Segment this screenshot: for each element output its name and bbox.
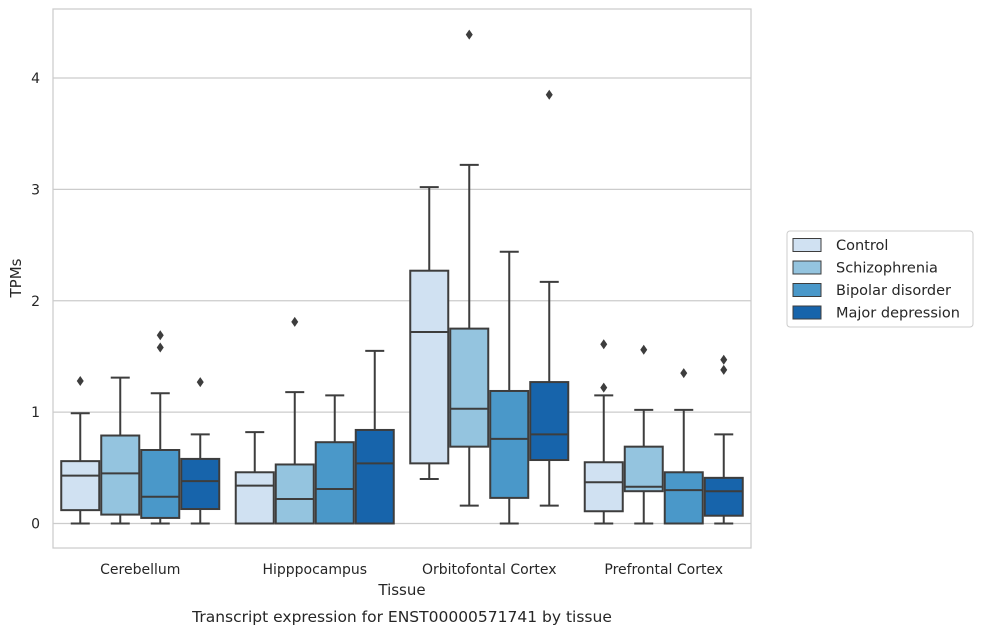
- outlier-point: [680, 368, 688, 379]
- legend-swatch: [792, 283, 822, 297]
- outlier-point: [720, 354, 728, 365]
- box-iqr: [100, 434, 141, 516]
- box-1-0: [234, 431, 275, 525]
- box-0-3: [180, 377, 221, 525]
- box-2-2: [489, 250, 530, 525]
- outlier-point: [291, 316, 299, 327]
- outlier-point: [545, 89, 553, 100]
- legend-frame: [786, 230, 974, 328]
- plot-frame: [52, 8, 752, 549]
- box-3-1: [623, 344, 664, 525]
- legend-label: Control: [836, 238, 888, 254]
- outlier-point: [156, 342, 164, 353]
- legend-swatch: [792, 260, 822, 275]
- legend-swatch: [792, 305, 822, 320]
- box-groups: [60, 29, 744, 525]
- outlier-point: [196, 377, 204, 388]
- box-iqr: [489, 389, 530, 499]
- x-tick-label: Hipppocampus: [262, 562, 367, 578]
- outlier-point: [600, 339, 608, 350]
- box-1-1: [274, 316, 315, 525]
- y-tick-label: 3: [31, 182, 40, 198]
- outlier-point: [720, 364, 728, 375]
- y-axis-ticks: 0 1 2 3 4: [31, 71, 40, 532]
- box-iqr: [354, 428, 395, 525]
- legend: Control Schizophrenia Bipolar disorder Majo…: [786, 230, 974, 328]
- outlier-point: [600, 382, 608, 393]
- y-tick-label: 1: [31, 405, 40, 421]
- box-0-0: [60, 375, 101, 525]
- y-tick-label: 0: [31, 517, 40, 533]
- box-0-1: [100, 376, 141, 525]
- outlier-point: [156, 330, 164, 341]
- y-axis-label: TPMs: [7, 258, 25, 298]
- box-3-3: [703, 354, 744, 525]
- y-tick-label: 4: [31, 71, 40, 87]
- x-axis-label: Tissue: [377, 581, 425, 599]
- box-iqr: [529, 381, 570, 462]
- outlier-point: [640, 344, 648, 355]
- outlier-point: [76, 375, 84, 386]
- box-iqr: [663, 471, 704, 525]
- legend-label: Bipolar disorder: [836, 283, 951, 299]
- box-iqr: [234, 471, 275, 525]
- box-3-0: [583, 339, 624, 525]
- box-2-1: [449, 29, 490, 507]
- box-iqr: [60, 460, 101, 512]
- box-iqr: [314, 441, 355, 525]
- x-axis-ticks: Cerebellum Hipppocampus Orbitofontal Corte…: [100, 562, 723, 578]
- box-3-2: [663, 368, 704, 525]
- outlier-point: [465, 29, 473, 40]
- legend-swatch: [792, 238, 822, 252]
- box-1-2: [314, 394, 355, 525]
- box-1-3: [354, 349, 395, 525]
- x-tick-label: Cerebellum: [100, 562, 180, 578]
- box-iqr: [623, 445, 664, 493]
- box-iqr: [140, 449, 181, 519]
- box-iqr: [583, 461, 624, 513]
- x-tick-label: Prefrontal Cortex: [604, 562, 723, 578]
- box-iqr: [180, 457, 221, 511]
- box-2-3: [529, 89, 570, 507]
- x-tick-label: Orbitofontal Cortex: [422, 562, 557, 578]
- box-0-2: [140, 330, 181, 525]
- box-iqr: [274, 463, 315, 525]
- box-2-0: [409, 186, 450, 480]
- chart-caption: Transcript expression for ENST0000057174…: [191, 608, 612, 626]
- y-tick-label: 2: [31, 294, 40, 310]
- box-iqr: [449, 327, 490, 448]
- legend-label: Schizophrenia: [836, 261, 938, 277]
- legend-label: Major depression: [836, 306, 960, 322]
- box-iqr: [703, 476, 744, 517]
- box-iqr: [409, 269, 450, 465]
